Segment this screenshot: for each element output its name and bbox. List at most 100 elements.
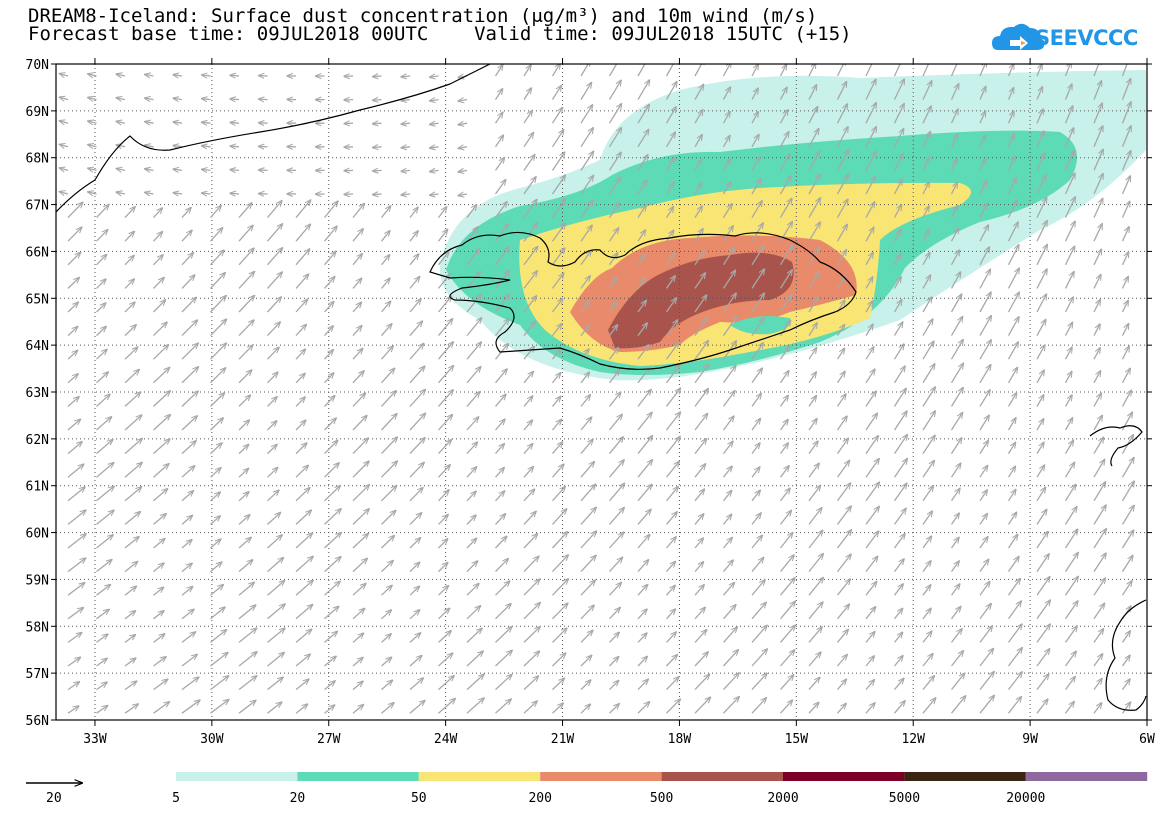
wind-arrow-icon — [495, 369, 508, 384]
lat-label: 68N — [26, 152, 49, 167]
wind-arrow-icon — [551, 130, 564, 148]
wind-arrow-icon — [608, 152, 622, 171]
wind-arrow-icon — [96, 585, 111, 596]
wind-arrow-icon — [779, 443, 789, 454]
wind-arrow-icon — [59, 144, 69, 146]
wind-arrow-icon — [694, 607, 705, 620]
wind-arrow-icon — [637, 230, 646, 242]
wind-arrow-icon — [1036, 554, 1049, 572]
wind-arrow-icon — [380, 206, 391, 219]
lon-label: 15W — [785, 732, 809, 747]
wind-arrow-icon — [1093, 224, 1102, 242]
wind-arrow-icon — [836, 394, 846, 407]
wind-arrow-icon — [1121, 702, 1131, 714]
wind-arrow-icon — [808, 508, 822, 525]
wind-arrow-icon — [865, 64, 873, 77]
wind-arrow-icon — [59, 97, 69, 99]
wind-arrow-icon — [922, 275, 931, 289]
wind-arrow-icon — [466, 538, 477, 549]
wind-arrow-icon — [1064, 601, 1078, 620]
wind-arrow-icon — [722, 136, 730, 148]
wind-arrow-icon — [409, 462, 424, 478]
wind-arrow-icon — [580, 349, 589, 360]
wind-arrow-icon — [552, 555, 569, 573]
wind-arrow-icon — [637, 633, 647, 643]
wind-arrow-icon — [173, 75, 183, 76]
wind-arrow-icon — [665, 342, 679, 360]
wind-arrow-icon — [381, 391, 396, 407]
wind-arrow-icon — [666, 632, 677, 643]
wind-arrow-icon — [210, 319, 227, 337]
wind-arrow-icon — [409, 538, 421, 549]
wind-arrow-icon — [779, 154, 790, 171]
wind-arrow-icon — [409, 562, 420, 573]
wind-arrow-icon — [837, 679, 847, 691]
wind-arrow-icon — [96, 658, 108, 667]
wind-arrow-icon — [865, 459, 879, 478]
wind-arrow-icon — [523, 627, 540, 643]
wind-arrow-icon — [1064, 272, 1075, 289]
wind-arrow-icon — [865, 103, 876, 124]
wind-arrow-icon — [1093, 300, 1100, 313]
wind-arrow-icon — [238, 582, 254, 596]
wind-arrow-icon — [466, 442, 477, 455]
wind-arrow-icon — [430, 170, 439, 171]
wind-arrow-icon — [1093, 415, 1102, 431]
wind-arrow-icon — [1064, 150, 1075, 171]
wind-arrow-icon — [865, 252, 873, 266]
wind-arrow-icon — [950, 629, 963, 643]
wind-arrow-icon — [779, 295, 792, 313]
wind-arrow-icon — [67, 487, 85, 502]
wind-arrow-icon — [430, 147, 439, 148]
wind-arrow-icon — [430, 76, 439, 77]
wind-arrow-icon — [96, 417, 112, 431]
wind-arrow-icon — [836, 250, 847, 266]
wind-arrow-icon — [665, 461, 680, 478]
wind-arrow-icon — [979, 247, 989, 266]
wind-arrow-icon — [67, 534, 86, 549]
wind-arrow-icon — [637, 254, 645, 266]
wind-arrow-icon — [979, 64, 986, 77]
wind-arrow-icon — [665, 365, 680, 384]
wind-arrow-icon — [1007, 648, 1023, 667]
wind-arrow-icon — [779, 222, 793, 242]
wind-arrow-icon — [723, 697, 740, 714]
wind-arrow-icon — [751, 673, 767, 691]
wind-arrow-icon — [1007, 178, 1017, 195]
wind-arrow-icon — [352, 705, 364, 714]
colorbar-swatch — [783, 772, 905, 781]
wind-arrow-icon — [722, 537, 733, 549]
wind-arrow-icon — [1121, 300, 1129, 313]
wind-arrow-icon — [96, 303, 106, 313]
wind-arrow-icon — [153, 702, 170, 714]
wind-arrow-icon — [1093, 703, 1102, 714]
wind-arrow-icon — [751, 698, 766, 714]
wind-arrow-icon — [523, 321, 535, 337]
wind-arrow-icon — [466, 249, 479, 266]
wind-arrow-icon — [523, 676, 538, 691]
wind-arrow-icon — [67, 374, 78, 384]
wind-arrow-icon — [865, 531, 879, 549]
wind-arrow-icon — [637, 345, 649, 360]
wind-arrow-icon — [181, 563, 192, 573]
wind-arrow-icon — [893, 300, 902, 313]
wind-arrow-icon — [153, 367, 170, 384]
wind-arrow-icon — [466, 392, 480, 407]
wind-arrow-icon — [922, 654, 933, 667]
wind-arrow-icon — [694, 630, 707, 643]
wind-arrow-icon — [1007, 556, 1019, 572]
wind-arrow-icon — [124, 302, 135, 313]
wind-arrow-icon — [466, 227, 478, 242]
wind-arrow-icon — [1036, 319, 1046, 336]
wind-arrow-icon — [580, 580, 595, 596]
wind-arrow-icon — [153, 415, 171, 431]
wind-arrow-icon — [1121, 390, 1132, 407]
wind-arrow-icon — [950, 228, 959, 242]
wind-arrow-icon — [153, 464, 169, 478]
wind-arrow-icon — [722, 204, 733, 218]
wind-arrow-icon — [173, 169, 183, 170]
wind-arrow-icon — [865, 151, 876, 171]
wind-vectors — [59, 64, 1162, 714]
wind-arrow-icon — [409, 438, 425, 455]
wind-arrow-icon — [238, 420, 249, 431]
